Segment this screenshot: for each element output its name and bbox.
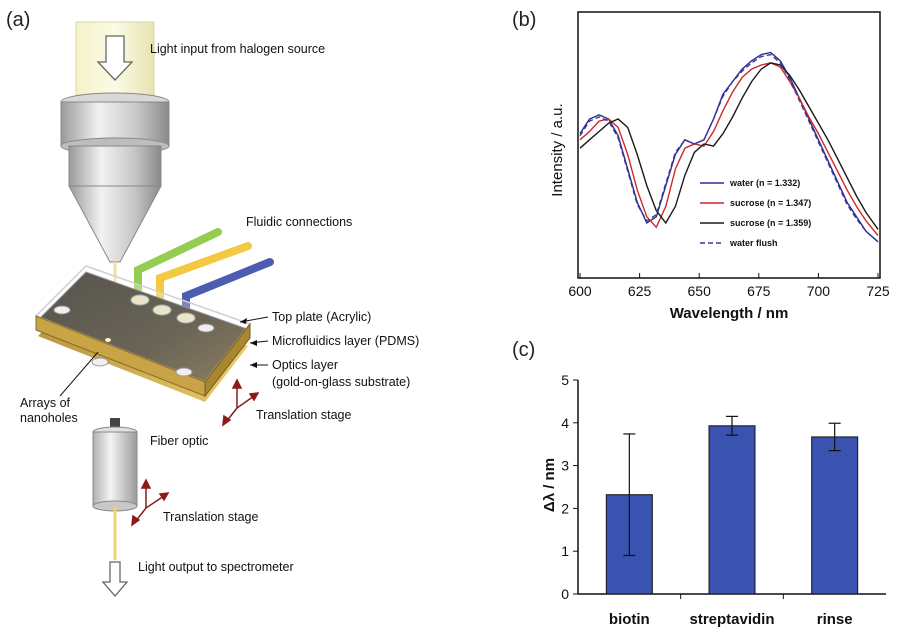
- label-optics-substrate: (gold-on-glass substrate): [272, 375, 410, 389]
- arrow-down-icon: [101, 561, 129, 597]
- legend-entry: sucrose (n = 1.359): [730, 218, 811, 228]
- bar-y-tick-label: 5: [561, 372, 569, 388]
- spectra-x-tick-label: 675: [747, 283, 771, 299]
- label-arrays: Arrays of: [20, 396, 71, 410]
- spectra-y-axis-title: Intensity / a.u.: [549, 103, 566, 196]
- spectrum-line-3: [579, 62, 879, 230]
- spectra-x-tick-label: 725: [866, 283, 890, 299]
- spectra-x-tick-label: 700: [807, 283, 831, 299]
- bar-category-label: rinse: [817, 611, 853, 628]
- legend-entry: sucrose (n = 1.347): [730, 198, 811, 208]
- spectra-legend: water (n = 1.332) sucrose (n = 1.347) sucr…: [700, 178, 811, 248]
- panel-b-label: (b): [512, 9, 536, 31]
- label-fiber-optic: Fiber optic: [150, 434, 208, 448]
- spectra-x-axis-title: Wavelength / nm: [670, 305, 789, 322]
- bar-y-tick-label: 0: [561, 586, 569, 602]
- bar-y-tick-label: 3: [561, 458, 569, 474]
- label-translation-stage-2: Translation stage: [163, 510, 258, 524]
- panel-a: (a): [6, 9, 419, 597]
- legend-entry: water (n = 1.332): [729, 178, 800, 188]
- panel-c-label: (c): [512, 339, 535, 361]
- panel-a-label: (a): [6, 9, 30, 31]
- label-light-input: Light input from halogen source: [150, 42, 325, 56]
- label-fluidic-connections: Fluidic connections: [246, 215, 352, 229]
- panel-c: (c) 0 1 2 3 4 5 biotin streptavidin rinse Δλ / …: [512, 339, 886, 628]
- spectra-x-tick-label: 625: [628, 283, 652, 299]
- label-top-plate: Top plate (Acrylic): [272, 310, 371, 324]
- fiber-optic: [92, 418, 138, 560]
- microfluidic-chip: [34, 265, 252, 402]
- bar-y-tick-label: 2: [561, 500, 569, 516]
- arrow-down-icon: [96, 35, 134, 81]
- spectrum-line-2: [579, 62, 879, 236]
- bar-rinse: [811, 436, 859, 595]
- legend-entry: water flush: [729, 238, 778, 248]
- bar-category-label: streptavidin: [689, 611, 774, 628]
- label-microfluidics-layer: Microfluidics layer (PDMS): [272, 334, 419, 348]
- label-optics-layer: Optics layer: [272, 358, 338, 372]
- arrow-icon: [250, 340, 257, 346]
- spectra-plot-frame: [577, 11, 881, 279]
- spectra-x-tick-label: 600: [568, 283, 592, 299]
- bar-y-tick-label: 4: [561, 415, 569, 431]
- panel-b: (b) 600 625 650 675 700 725 Wavelength / nm I…: [512, 9, 890, 322]
- bar-marks: biotin streptavidin rinse: [605, 415, 859, 628]
- spectra-x-tick-label: 650: [688, 283, 712, 299]
- spectrum-line-4: [579, 53, 879, 243]
- objective-lens: [60, 92, 170, 263]
- bar-streptavidin: [708, 425, 756, 595]
- bar-y-axis-title: Δλ / nm: [541, 458, 558, 512]
- spectra-x-axis: 600 625 650 675 700 725: [568, 273, 890, 299]
- label-nanoholes: nanoholes: [20, 411, 78, 425]
- translation-stage-axes: [222, 378, 260, 427]
- arrow-icon: [240, 318, 247, 324]
- label-translation-stage-1: Translation stage: [256, 408, 351, 422]
- translation-stage-axes: [131, 478, 170, 527]
- arrow-icon: [250, 362, 257, 368]
- label-light-output: Light output to spectrometer: [138, 560, 294, 574]
- spectra-series-group: [579, 51, 879, 243]
- bar-category-label: biotin: [609, 611, 650, 628]
- bar-y-tick-label: 1: [561, 543, 569, 559]
